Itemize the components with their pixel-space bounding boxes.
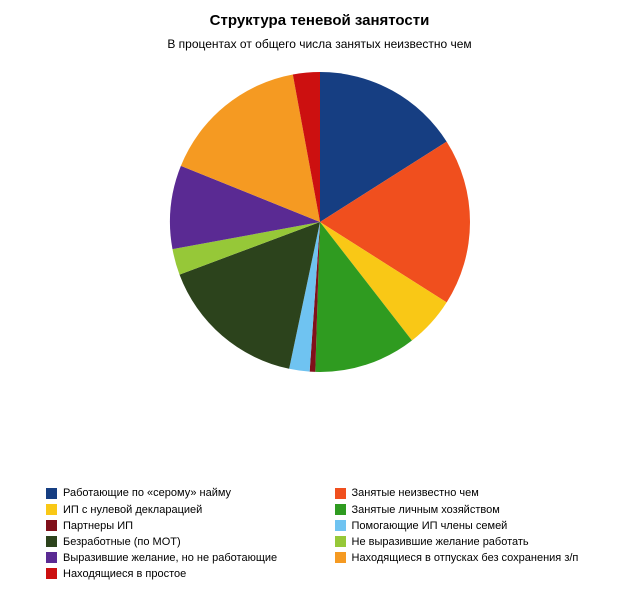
chart-subtitle: В процентах от общего числа занятых неиз… bbox=[0, 29, 639, 51]
legend-item: Помогающие ИП члены семей bbox=[335, 520, 620, 532]
legend-item: Не выразившие желание работать bbox=[335, 536, 620, 548]
legend-swatch bbox=[46, 568, 57, 579]
chart-title: Структура теневой занятости bbox=[0, 0, 639, 29]
legend-item: Безработные (по МОТ) bbox=[46, 536, 331, 548]
legend-label: Партнеры ИП bbox=[63, 520, 133, 532]
legend-label: Находящиеся в отпусках без сохранения з/… bbox=[352, 552, 579, 564]
legend-swatch bbox=[46, 552, 57, 563]
legend-label: Не выразившие желание работать bbox=[352, 536, 529, 548]
legend-item: Выразившие желание, но не работающие bbox=[46, 552, 331, 564]
legend-swatch bbox=[46, 520, 57, 531]
legend-item: Партнеры ИП bbox=[46, 520, 331, 532]
chart-container: Структура теневой занятости В процентах … bbox=[0, 0, 639, 590]
legend-label: Выразившие желание, но не работающие bbox=[63, 552, 277, 564]
legend-swatch bbox=[46, 488, 57, 499]
legend-item: ИП с нулевой декларацией bbox=[46, 504, 331, 516]
legend-swatch bbox=[335, 536, 346, 547]
legend-item: Занятые личным хозяйством bbox=[335, 504, 620, 516]
legend-item: Находящиеся в отпусках без сохранения з/… bbox=[335, 552, 620, 564]
legend-label: Работающие по «серому» найму bbox=[63, 487, 231, 499]
legend-swatch bbox=[335, 520, 346, 531]
legend-swatch bbox=[335, 552, 346, 563]
legend-label: ИП с нулевой декларацией bbox=[63, 504, 202, 516]
legend-label: Занятые личным хозяйством bbox=[352, 504, 500, 516]
legend-item: Находящиеся в простое bbox=[46, 568, 331, 580]
pie-area bbox=[0, 57, 639, 387]
legend-swatch bbox=[335, 488, 346, 499]
legend-label: Безработные (по МОТ) bbox=[63, 536, 181, 548]
legend-label: Занятые неизвестно чем bbox=[352, 487, 479, 499]
legend-label: Находящиеся в простое bbox=[63, 568, 186, 580]
legend-label: Помогающие ИП члены семей bbox=[352, 520, 508, 532]
legend: Работающие по «серому» найму Занятые неиз… bbox=[46, 487, 619, 580]
legend-swatch bbox=[335, 504, 346, 515]
legend-item: Работающие по «серому» найму bbox=[46, 487, 331, 499]
legend-item: Занятые неизвестно чем bbox=[335, 487, 620, 499]
pie-chart bbox=[155, 57, 485, 387]
legend-swatch bbox=[46, 504, 57, 515]
legend-swatch bbox=[46, 536, 57, 547]
